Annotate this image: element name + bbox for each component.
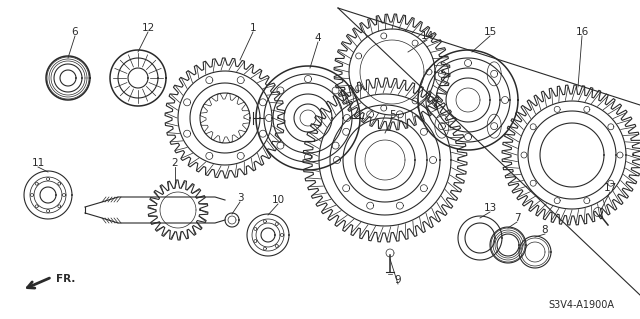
Text: 13: 13 bbox=[483, 203, 497, 213]
Text: 4: 4 bbox=[315, 33, 321, 43]
Text: 2: 2 bbox=[172, 158, 179, 168]
Text: 7: 7 bbox=[514, 213, 520, 223]
Text: 5: 5 bbox=[388, 110, 396, 120]
Text: 16: 16 bbox=[575, 27, 589, 37]
Text: 17: 17 bbox=[604, 183, 616, 193]
Text: 12: 12 bbox=[141, 23, 155, 33]
Text: 1: 1 bbox=[250, 23, 256, 33]
Text: FR.: FR. bbox=[56, 274, 76, 284]
Text: S3V4-A1900A: S3V4-A1900A bbox=[548, 300, 614, 310]
Text: 15: 15 bbox=[483, 27, 497, 37]
Text: 9: 9 bbox=[395, 275, 401, 285]
Text: 14: 14 bbox=[420, 31, 434, 41]
Text: 6: 6 bbox=[72, 27, 78, 37]
Text: 11: 11 bbox=[31, 158, 45, 168]
Text: 8: 8 bbox=[541, 225, 548, 235]
Text: 10: 10 bbox=[271, 195, 285, 205]
Text: 3: 3 bbox=[237, 193, 243, 203]
